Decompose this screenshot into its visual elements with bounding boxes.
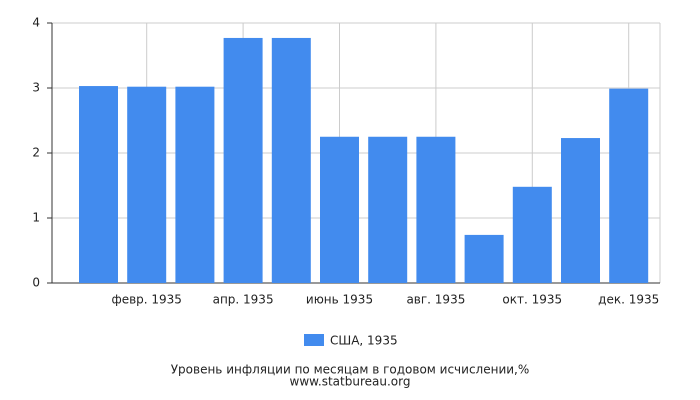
x-tick-label: авг. 1935 (406, 293, 465, 307)
bar (416, 136, 456, 283)
bar (320, 136, 359, 283)
y-tick-label: 2 (32, 146, 40, 160)
x-tick-label: февр. 1935 (111, 293, 182, 307)
bar (271, 37, 311, 284)
bar (368, 136, 408, 283)
legend-swatch (304, 334, 324, 346)
source: www.statbureau.org (290, 375, 411, 389)
y-tick-label: 1 (32, 211, 40, 225)
bar (79, 86, 118, 283)
x-tick-label: июнь 1935 (306, 293, 373, 307)
bar (561, 138, 600, 283)
x-tick-label: дек. 1935 (598, 293, 659, 307)
bar (609, 88, 649, 284)
bar (464, 234, 504, 283)
y-tick-label: 4 (32, 16, 40, 30)
bar (223, 37, 263, 284)
chart-footer: Уровень инфляции по месяцам в годовом ис… (171, 363, 530, 377)
bar (512, 186, 552, 283)
x-tick-label: окт. 1935 (502, 293, 562, 307)
bar (127, 86, 167, 283)
x-tick-label: апр. 1935 (213, 293, 274, 307)
y-tick-label: 3 (32, 81, 40, 95)
y-tick-label: 0 (32, 276, 40, 290)
bar (175, 86, 215, 283)
legend-label: США, 1935 (330, 334, 398, 348)
